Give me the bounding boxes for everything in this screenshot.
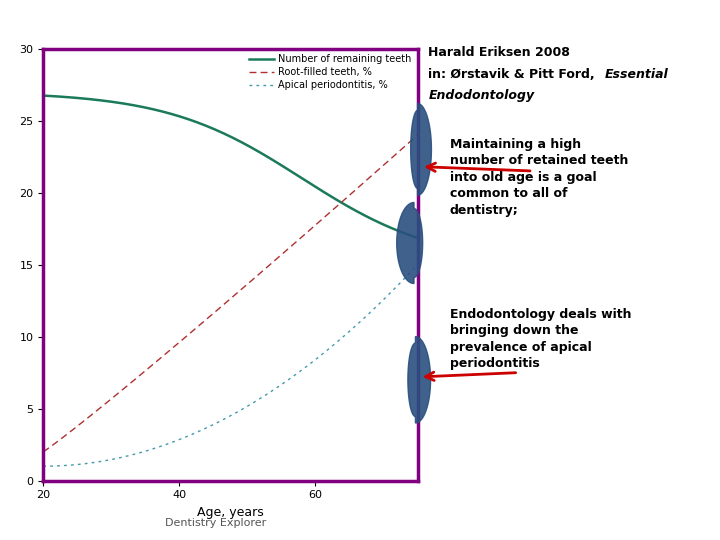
Legend: Number of remaining teeth, Root-filled teeth, %, Apical periodontitis, %: Number of remaining teeth, Root-filled t… bbox=[246, 51, 415, 94]
Root-filled teeth, % bbox=[378, 163, 387, 170]
Root-filled teeth, % bbox=[40, 448, 49, 454]
Apical periodontitis, % bbox=[39, 463, 48, 469]
Line: Apical periodontitis, %: Apical periodontitis, % bbox=[43, 265, 418, 466]
Text: Essential: Essential bbox=[605, 68, 669, 80]
Apical periodontitis, % bbox=[268, 387, 276, 394]
Number of remaining teeth bbox=[378, 221, 387, 227]
Root-filled teeth, % bbox=[261, 266, 269, 272]
Apical periodontitis, % bbox=[378, 298, 387, 304]
Number of remaining teeth bbox=[261, 152, 269, 159]
Line: Root-filled teeth, %: Root-filled teeth, % bbox=[43, 135, 418, 452]
Number of remaining teeth bbox=[39, 92, 48, 99]
Root-filled teeth, % bbox=[262, 265, 271, 271]
Apical periodontitis, % bbox=[413, 261, 422, 268]
Root-filled teeth, % bbox=[413, 132, 422, 138]
Number of remaining teeth bbox=[262, 153, 271, 159]
Text: Endodontology: Endodontology bbox=[428, 89, 534, 102]
Apical periodontitis, % bbox=[261, 393, 269, 399]
Text: Harald Eriksen 2008: Harald Eriksen 2008 bbox=[428, 46, 570, 59]
Polygon shape bbox=[410, 104, 431, 195]
Root-filled teeth, % bbox=[39, 449, 48, 455]
Number of remaining teeth bbox=[413, 235, 422, 241]
Root-filled teeth, % bbox=[354, 184, 363, 190]
X-axis label: Age, years: Age, years bbox=[197, 506, 264, 519]
Text: in: Ørstavik & Pitt Ford,: in: Ørstavik & Pitt Ford, bbox=[428, 68, 604, 80]
Polygon shape bbox=[408, 336, 431, 423]
Number of remaining teeth bbox=[268, 157, 276, 163]
Apical periodontitis, % bbox=[40, 463, 49, 469]
Polygon shape bbox=[397, 202, 423, 284]
Number of remaining teeth bbox=[354, 209, 363, 215]
Root-filled teeth, % bbox=[268, 259, 276, 266]
Text: Endodontology deals with
bringing down the
prevalence of apical
periodontitis: Endodontology deals with bringing down t… bbox=[450, 308, 631, 370]
Number of remaining teeth bbox=[40, 92, 49, 99]
Text: Maintaining a high
number of retained teeth
into old age is a goal
common to all: Maintaining a high number of retained te… bbox=[450, 138, 629, 217]
Apical periodontitis, % bbox=[262, 392, 271, 398]
Line: Number of remaining teeth: Number of remaining teeth bbox=[43, 96, 418, 238]
Text: Dentistry Explorer: Dentistry Explorer bbox=[166, 518, 266, 528]
Apical periodontitis, % bbox=[354, 320, 363, 326]
